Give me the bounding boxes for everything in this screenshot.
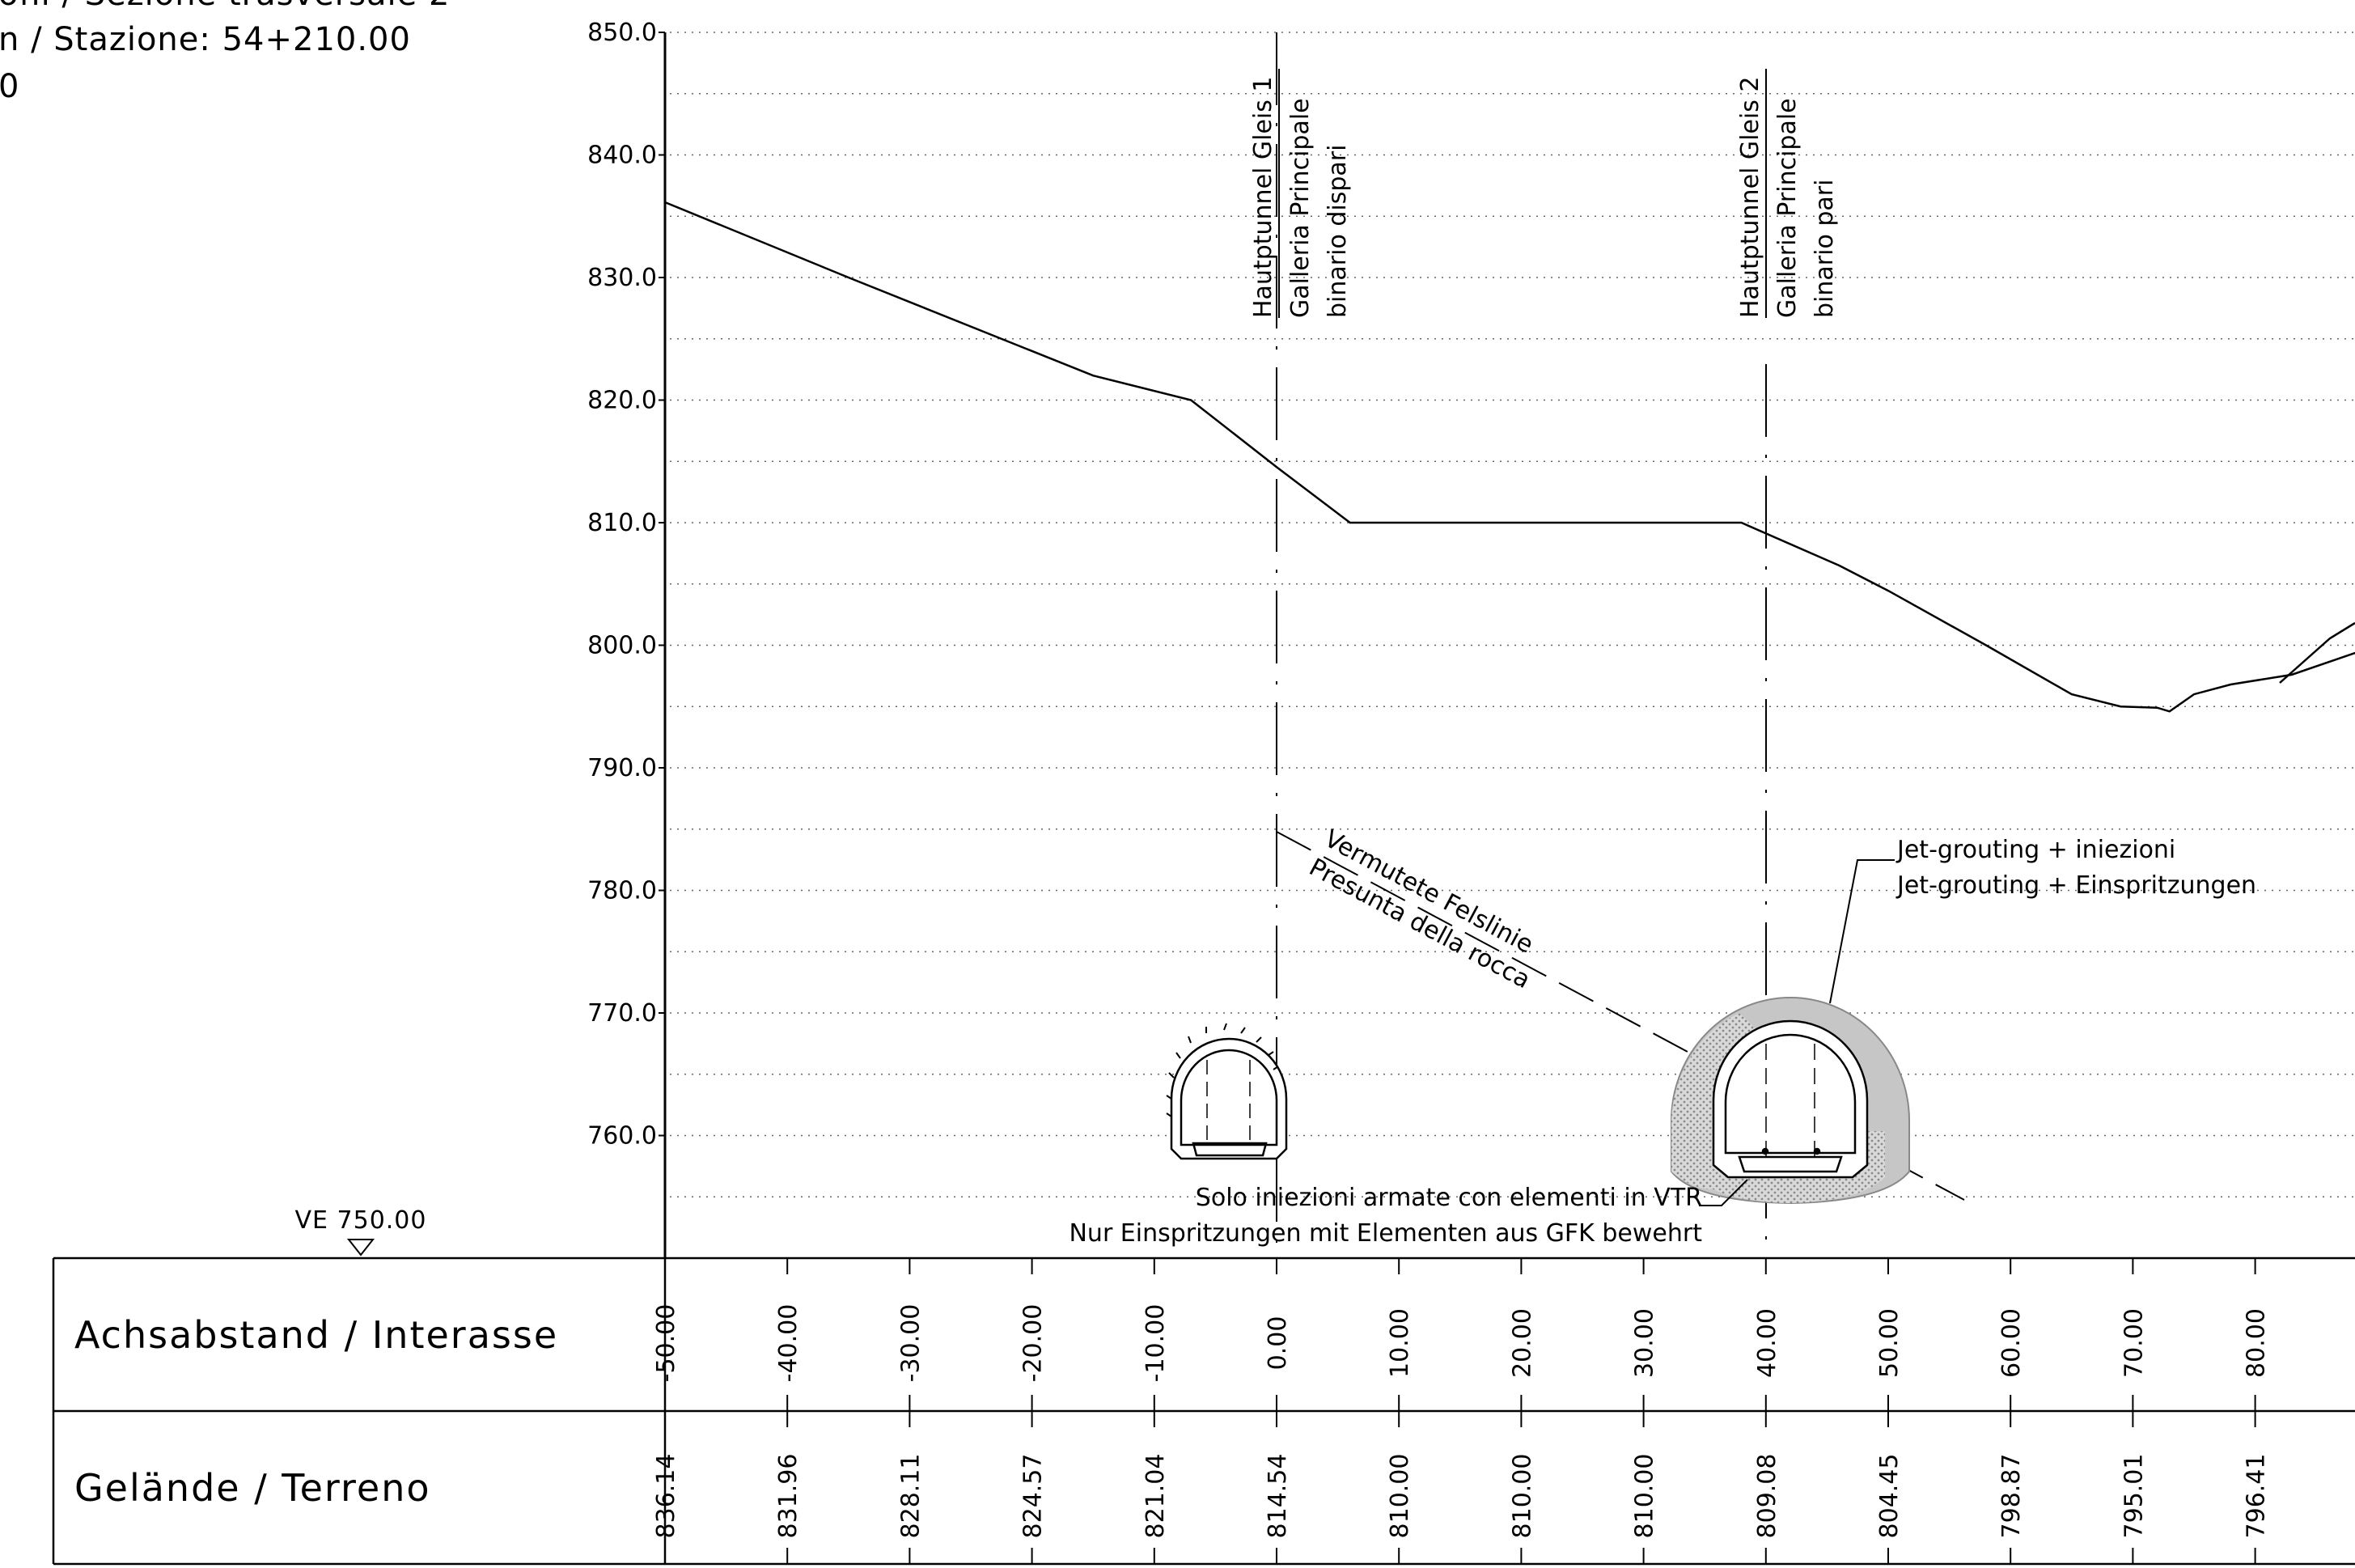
drawing-title-line-2: n / Stazione: 54+210.00 xyxy=(0,21,411,58)
terrain-profile-line xyxy=(664,201,2355,713)
terrain-value: 809.08 xyxy=(1753,1454,1781,1539)
elevation-label: 840.0 xyxy=(587,142,657,170)
elevation-axis-labels: 850.0 840.0 830.0 820.0 810.0 800.0 790.0 780.0… xyxy=(587,19,665,1151)
offset-value: 10.00 xyxy=(1386,1308,1414,1378)
drawing-title-line-3: 0 xyxy=(0,68,20,105)
terrain-value: 796.41 xyxy=(2243,1454,2271,1539)
drawing-title-line-1: ofil / Sezione trasversale 2 xyxy=(0,0,450,13)
svg-text:binario pari: binario pari xyxy=(1811,180,1839,318)
svg-text:Hautptunnel Gleis 2: Hautptunnel Gleis 2 xyxy=(1736,76,1764,318)
svg-text:binario dispari: binario dispari xyxy=(1324,145,1352,318)
terrain-value: 831.96 xyxy=(774,1454,803,1539)
reference-triangle-icon xyxy=(346,1239,375,1257)
elevation-label: 780.0 xyxy=(587,877,657,905)
offset-value: -10.00 xyxy=(1141,1304,1170,1383)
table-values: -50.00 836.14 -40.00 831.96 -30.00 828.11 -20.… xyxy=(652,1258,2271,1564)
tunnel2-section xyxy=(1712,1019,1869,1179)
jet-grouting-leader xyxy=(1829,859,1895,1004)
injections-label-1: Solo iniezioni armate con elementi in VT… xyxy=(1196,1184,1702,1212)
injections-label-2: Nur Einspritzungen mit Elementen aus GFK… xyxy=(1069,1219,1702,1248)
terrain-value: 804.45 xyxy=(1875,1454,1904,1539)
terrain-value: 798.87 xyxy=(1997,1454,2026,1539)
elevation-label: 830.0 xyxy=(587,264,657,292)
offset-value: 50.00 xyxy=(1875,1308,1904,1378)
reference-elevation-label: VE 750.00 xyxy=(295,1206,427,1235)
terrain-value: 810.00 xyxy=(1508,1454,1536,1539)
offset-value: 70.00 xyxy=(2120,1308,2148,1378)
table-row-label-terrain: Gelände / Terreno xyxy=(74,1466,431,1510)
terrain-value: 821.04 xyxy=(1141,1454,1170,1539)
offset-value: 40.00 xyxy=(1753,1308,1781,1378)
offset-value: 60.00 xyxy=(1997,1308,2026,1378)
elevation-label: 770.0 xyxy=(587,999,657,1028)
terrain-value: 810.00 xyxy=(1386,1454,1414,1539)
terrain-value: 795.01 xyxy=(2120,1454,2148,1539)
elevation-label: 810.0 xyxy=(587,509,657,537)
elevation-label: 820.0 xyxy=(587,387,657,415)
offset-value: 0.00 xyxy=(1264,1316,1292,1371)
svg-text:Hautptunnel Gleis 1: Hautptunnel Gleis 1 xyxy=(1249,76,1277,318)
tunnel1-label: Hautptunnel Gleis 1 Galleria Principale … xyxy=(1249,69,1352,318)
tunnel1-section xyxy=(1166,1023,1288,1160)
svg-text:Galleria Principale: Galleria Principale xyxy=(1286,98,1315,318)
offset-value: 30.00 xyxy=(1631,1308,1659,1378)
elevation-label: 800.0 xyxy=(587,632,657,660)
elevation-gridlines xyxy=(670,32,2355,1197)
elevation-label: 790.0 xyxy=(587,754,657,782)
terrain-value: 836.14 xyxy=(652,1454,680,1539)
offset-value: 80.00 xyxy=(2243,1308,2271,1378)
offset-value: 20.00 xyxy=(1508,1308,1536,1378)
offset-value: -20.00 xyxy=(1019,1304,1048,1383)
terrain-value: 810.00 xyxy=(1631,1454,1659,1539)
svg-text:Galleria Principale: Galleria Principale xyxy=(1773,98,1802,318)
terrain-value: 828.11 xyxy=(896,1454,925,1539)
tunnel2-label: Hautptunnel Gleis 2 Galleria Principale … xyxy=(1736,69,1839,318)
elevation-label: 760.0 xyxy=(587,1122,657,1151)
elevation-label: 850.0 xyxy=(587,19,657,47)
injections-leader xyxy=(1699,1179,1748,1206)
offset-value: -50.00 xyxy=(652,1304,680,1383)
jet-grouting-label-2: Jet-grouting + Einspritzungen xyxy=(1895,871,2256,900)
rock-line-label: Vermutete Felslinie Presunta della rocca xyxy=(1304,824,1538,994)
offset-value: -30.00 xyxy=(896,1304,925,1383)
offset-value: -40.00 xyxy=(774,1304,803,1383)
terrain-profile-secondary xyxy=(2279,621,2355,684)
jet-grouting-label-1: Jet-grouting + iniezioni xyxy=(1895,836,2175,864)
table-row-label-offset: Achsabstand / Interasse xyxy=(74,1313,558,1357)
terrain-value: 824.57 xyxy=(1019,1454,1048,1539)
terrain-value: 814.54 xyxy=(1264,1454,1292,1539)
data-table xyxy=(52,1257,2355,1566)
